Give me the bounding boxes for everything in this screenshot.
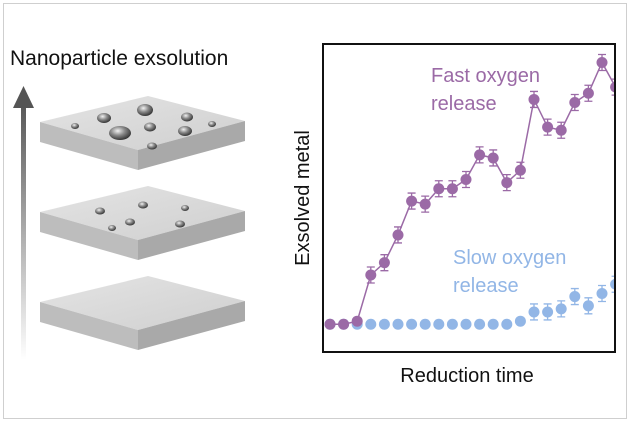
data-point bbox=[596, 287, 608, 299]
data-point bbox=[555, 124, 567, 136]
data-point bbox=[514, 315, 526, 327]
data-point bbox=[528, 306, 540, 318]
nanoparticle bbox=[125, 218, 135, 226]
fast-series-label-line1: Fast oxygen bbox=[431, 65, 540, 87]
data-point bbox=[596, 56, 608, 68]
error-bar bbox=[625, 276, 632, 292]
data-point bbox=[514, 164, 526, 176]
data-point bbox=[474, 318, 486, 330]
data-point bbox=[460, 174, 472, 186]
data-point bbox=[569, 291, 581, 303]
data-point bbox=[610, 81, 615, 93]
slow-series-label-line2: release bbox=[453, 275, 519, 297]
nanoparticle bbox=[178, 126, 192, 136]
data-point bbox=[474, 149, 486, 161]
data-point bbox=[624, 279, 632, 290]
data-point bbox=[419, 198, 431, 210]
data-point bbox=[542, 121, 554, 133]
slab-many-particles bbox=[40, 96, 245, 170]
slab-bare bbox=[40, 276, 245, 350]
data-point bbox=[582, 300, 594, 312]
fast-series-label-line2: release bbox=[431, 93, 497, 115]
data-point bbox=[446, 183, 458, 195]
nanoparticle bbox=[109, 126, 131, 140]
nanoparticle bbox=[208, 121, 216, 127]
nanoparticle bbox=[97, 113, 111, 123]
data-point bbox=[406, 195, 418, 207]
data-point bbox=[324, 318, 336, 330]
nanoparticle bbox=[181, 112, 193, 122]
plot-frame bbox=[322, 43, 616, 353]
data-point bbox=[487, 152, 499, 164]
data-point bbox=[582, 87, 594, 99]
error-bar bbox=[611, 275, 615, 293]
data-point bbox=[351, 315, 363, 327]
error-bar bbox=[611, 78, 615, 96]
data-point bbox=[433, 318, 445, 330]
data-point bbox=[528, 93, 540, 105]
data-point bbox=[501, 177, 513, 189]
slab-few-particles bbox=[40, 186, 245, 260]
nanoparticle bbox=[71, 123, 79, 129]
data-point bbox=[419, 318, 431, 330]
data-point bbox=[392, 229, 404, 241]
data-point bbox=[392, 318, 404, 330]
data-point bbox=[338, 318, 350, 330]
data-point bbox=[446, 318, 458, 330]
nanoparticle bbox=[137, 104, 153, 116]
data-point bbox=[433, 183, 445, 195]
slow-series-label-line1: Slow oxygen bbox=[453, 247, 566, 269]
data-point bbox=[365, 318, 377, 330]
nanoparticle bbox=[147, 142, 157, 150]
data-point bbox=[460, 318, 472, 330]
x-axis-label: Reduction time bbox=[400, 365, 533, 387]
nanoparticle bbox=[95, 207, 105, 215]
nanoparticle bbox=[181, 205, 189, 211]
exsolution-arrow-shaft bbox=[21, 100, 26, 360]
nanoparticle bbox=[144, 122, 156, 132]
nanoparticle-exsolution-title: Nanoparticle exsolution bbox=[10, 47, 229, 70]
y-axis-label: Exsolved metal bbox=[292, 130, 314, 266]
data-point bbox=[542, 306, 554, 318]
nanoparticle bbox=[175, 220, 185, 228]
data-point bbox=[487, 318, 499, 330]
series-line bbox=[330, 60, 615, 326]
data-point bbox=[569, 97, 581, 109]
data-point bbox=[555, 303, 567, 315]
data-point bbox=[610, 278, 615, 290]
nanoparticle bbox=[108, 225, 116, 231]
data-point bbox=[378, 257, 390, 269]
data-point bbox=[406, 318, 418, 330]
data-point bbox=[378, 318, 390, 330]
exsolution-arrow-head bbox=[13, 86, 34, 108]
data-point bbox=[501, 318, 513, 330]
data-point bbox=[365, 269, 377, 281]
nanoparticle bbox=[138, 201, 148, 209]
